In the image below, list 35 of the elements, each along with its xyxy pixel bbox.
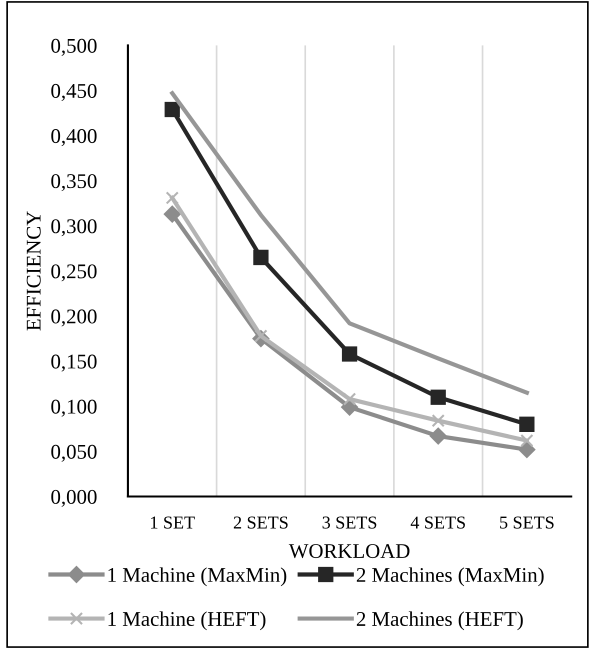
- y-tick-label: 0,000: [51, 490, 97, 507]
- legend-label: 1 Machine (HEFT): [108, 611, 266, 630]
- y-tick-label: 0,450: [51, 84, 97, 101]
- y-tick-label: 0,250: [51, 264, 97, 282]
- point: [342, 346, 358, 362]
- legend-label: 2 Machines (HEFT): [356, 611, 523, 630]
- point: [519, 416, 535, 432]
- x-tick-label: 4 SETS: [410, 516, 465, 529]
- point: [520, 434, 534, 448]
- y-tick-label: 0,500: [51, 38, 97, 56]
- legend-label: 1 Machine (MaxMin): [108, 567, 286, 586]
- y-tick-label: 0,200: [51, 309, 97, 326]
- point: [166, 191, 179, 204]
- point: [253, 250, 269, 266]
- point: [430, 390, 446, 405]
- line-series: [170, 91, 529, 395]
- y-axis-title: EFFICIENCY: [26, 211, 41, 331]
- point: [432, 414, 445, 428]
- point: [164, 206, 181, 223]
- x-tick-label: 1 SET: [151, 516, 195, 529]
- y-tick-label: 0,150: [51, 354, 97, 372]
- y-tick-label: 0,100: [51, 400, 97, 417]
- point: [518, 441, 536, 458]
- x-tick-label: 5 SETS: [500, 516, 554, 529]
- x-tick-label: 3 SETS: [322, 516, 376, 529]
- point: [342, 392, 356, 406]
- x-tick-label: 2 SETS: [234, 516, 288, 529]
- point: [430, 427, 447, 445]
- y-tick-label: 0,300: [51, 219, 97, 236]
- point: [164, 102, 180, 118]
- y-tick-label: 0,400: [51, 129, 97, 146]
- x-axis-title: WORKLOAD: [288, 544, 410, 558]
- y-tick-label: 0,350: [51, 174, 97, 192]
- y-tick-label: 0,050: [51, 444, 97, 462]
- legend-label: 2 Machines (MaxMin): [356, 567, 544, 586]
